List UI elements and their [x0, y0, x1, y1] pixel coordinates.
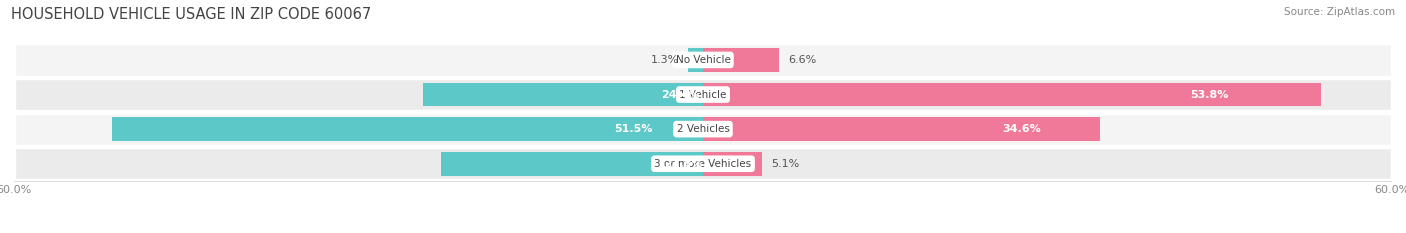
Bar	[688, 48, 703, 72]
Text: 53.8%: 53.8%	[1189, 89, 1227, 99]
Legend: Owner-occupied, Renter-occupied: Owner-occupied, Renter-occupied	[586, 230, 820, 233]
Bar	[703, 117, 1101, 141]
Bar	[14, 113, 1392, 146]
Text: 1.3%: 1.3%	[651, 55, 679, 65]
Bar	[703, 152, 762, 175]
Text: 34.6%: 34.6%	[1002, 124, 1040, 134]
Text: 24.4%: 24.4%	[661, 89, 700, 99]
Bar	[441, 152, 703, 175]
Text: 22.8%: 22.8%	[664, 159, 703, 169]
Bar	[14, 147, 1392, 180]
Text: 1 Vehicle: 1 Vehicle	[679, 89, 727, 99]
Bar	[703, 83, 1320, 106]
Text: 6.6%: 6.6%	[787, 55, 817, 65]
Text: No Vehicle: No Vehicle	[675, 55, 731, 65]
Text: Source: ZipAtlas.com: Source: ZipAtlas.com	[1284, 7, 1395, 17]
Text: 5.1%: 5.1%	[770, 159, 799, 169]
Bar	[14, 43, 1392, 77]
Bar	[111, 117, 703, 141]
Bar	[703, 48, 779, 72]
Bar	[423, 83, 703, 106]
Text: 2 Vehicles: 2 Vehicles	[676, 124, 730, 134]
Text: 3 or more Vehicles: 3 or more Vehicles	[654, 159, 752, 169]
Text: HOUSEHOLD VEHICLE USAGE IN ZIP CODE 60067: HOUSEHOLD VEHICLE USAGE IN ZIP CODE 6006…	[11, 7, 371, 22]
Text: 51.5%: 51.5%	[614, 124, 652, 134]
Bar	[14, 78, 1392, 111]
